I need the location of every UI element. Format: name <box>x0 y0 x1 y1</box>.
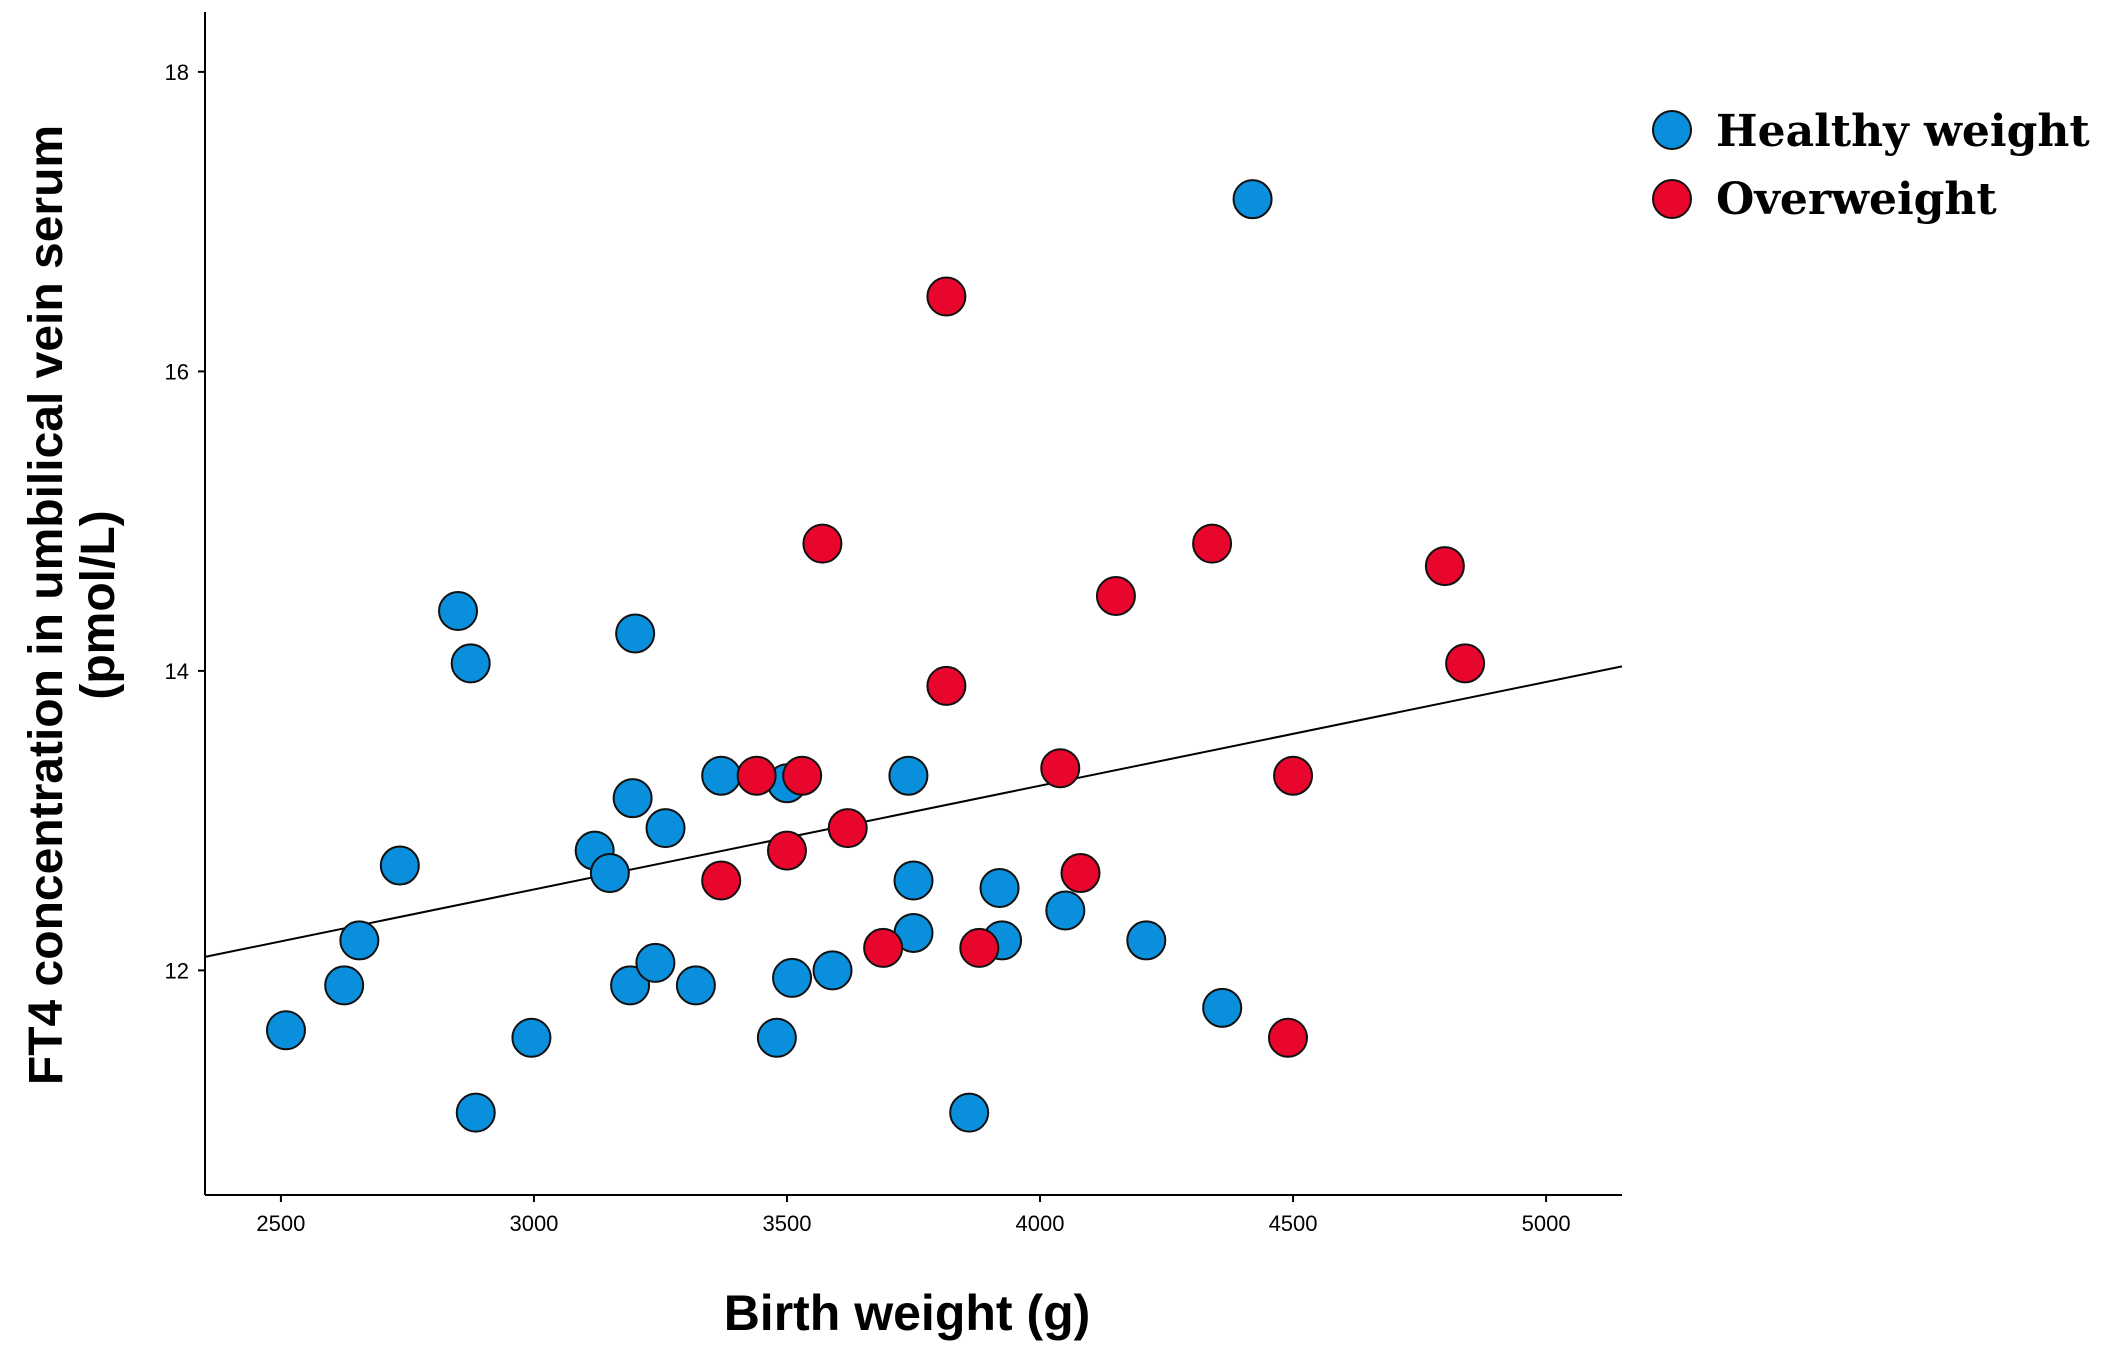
point-healthy-weight <box>949 1092 990 1133</box>
y-tick-label: 12 <box>165 958 189 983</box>
legend-label-healthy-weight: Healthy weight <box>1716 106 2090 157</box>
point-overweight <box>959 927 1000 968</box>
x-tick-label: 4000 <box>1016 1211 1065 1236</box>
point-overweight <box>736 755 777 796</box>
point-overweight <box>1095 576 1136 617</box>
fit-line-group <box>204 665 1623 958</box>
y-tick-label: 16 <box>165 359 189 384</box>
x-axis-title: Birth weight (g) <box>724 1285 1091 1341</box>
point-healthy-weight <box>450 643 491 684</box>
point-healthy-weight <box>1045 890 1086 931</box>
legend-marker-overweight <box>1652 179 1692 219</box>
point-healthy-weight <box>645 808 686 849</box>
point-healthy-weight <box>772 957 813 998</box>
data-points <box>265 179 1486 1133</box>
point-healthy-weight <box>612 778 653 819</box>
legend-label-overweight: Overweight <box>1716 174 1997 225</box>
y-tick-label: 14 <box>165 659 189 684</box>
point-overweight <box>926 276 967 317</box>
x-tick-label: 4500 <box>1269 1211 1318 1236</box>
point-healthy-weight <box>635 942 676 983</box>
point-overweight <box>1040 748 1081 789</box>
y-axis-title-line-1: FT4 concentration in umbilical vein seru… <box>20 125 73 1085</box>
point-healthy-weight <box>756 1017 797 1058</box>
y-axis-ticks: 12 14 16 18 <box>165 60 205 983</box>
x-axis-ticks: 2500 3000 3500 4000 4500 5000 <box>256 1195 1571 1236</box>
point-healthy-weight <box>1126 920 1167 961</box>
point-healthy-weight <box>1232 179 1273 220</box>
point-overweight <box>1424 546 1465 587</box>
legend-marker-healthy-weight <box>1652 110 1692 150</box>
x-tick-label: 5000 <box>1522 1211 1571 1236</box>
point-healthy-weight <box>701 755 742 796</box>
x-tick-label: 3000 <box>509 1211 558 1236</box>
point-healthy-weight <box>324 965 365 1006</box>
point-overweight <box>782 755 823 796</box>
point-healthy-weight <box>438 590 479 631</box>
point-healthy-weight <box>893 860 934 901</box>
point-healthy-weight <box>979 868 1020 909</box>
point-healthy-weight <box>511 1017 552 1058</box>
point-healthy-weight <box>812 950 853 991</box>
point-overweight <box>766 830 807 871</box>
point-healthy-weight <box>379 845 420 886</box>
linear-fit-line <box>204 665 1623 958</box>
x-tick-label: 3500 <box>763 1211 812 1236</box>
point-healthy-weight <box>1202 987 1243 1028</box>
point-overweight <box>1267 1017 1308 1058</box>
point-healthy-weight <box>615 613 656 654</box>
point-healthy-weight <box>589 853 630 894</box>
point-overweight <box>1273 755 1314 796</box>
y-axis-title-line-2: (pmol/L) <box>72 510 125 699</box>
point-healthy-weight <box>888 755 929 796</box>
point-healthy-weight <box>675 965 716 1006</box>
point-overweight <box>802 523 843 564</box>
point-healthy-weight <box>455 1092 496 1133</box>
y-axis-title: FT4 concentration in umbilical vein seru… <box>20 125 125 1085</box>
axes <box>204 12 1622 1196</box>
y-tick-label: 18 <box>165 60 189 85</box>
legend: Healthy weight Overweight <box>1652 106 2090 225</box>
point-healthy-weight <box>339 920 380 961</box>
x-tick-label: 2500 <box>256 1211 305 1236</box>
point-overweight <box>1445 643 1486 684</box>
point-overweight <box>827 808 868 849</box>
point-overweight <box>701 860 742 901</box>
point-healthy-weight <box>265 1010 306 1051</box>
point-overweight <box>1192 523 1233 564</box>
point-overweight <box>1060 853 1101 894</box>
point-healthy-weight <box>610 965 651 1006</box>
point-overweight <box>863 927 904 968</box>
point-overweight <box>926 665 967 706</box>
